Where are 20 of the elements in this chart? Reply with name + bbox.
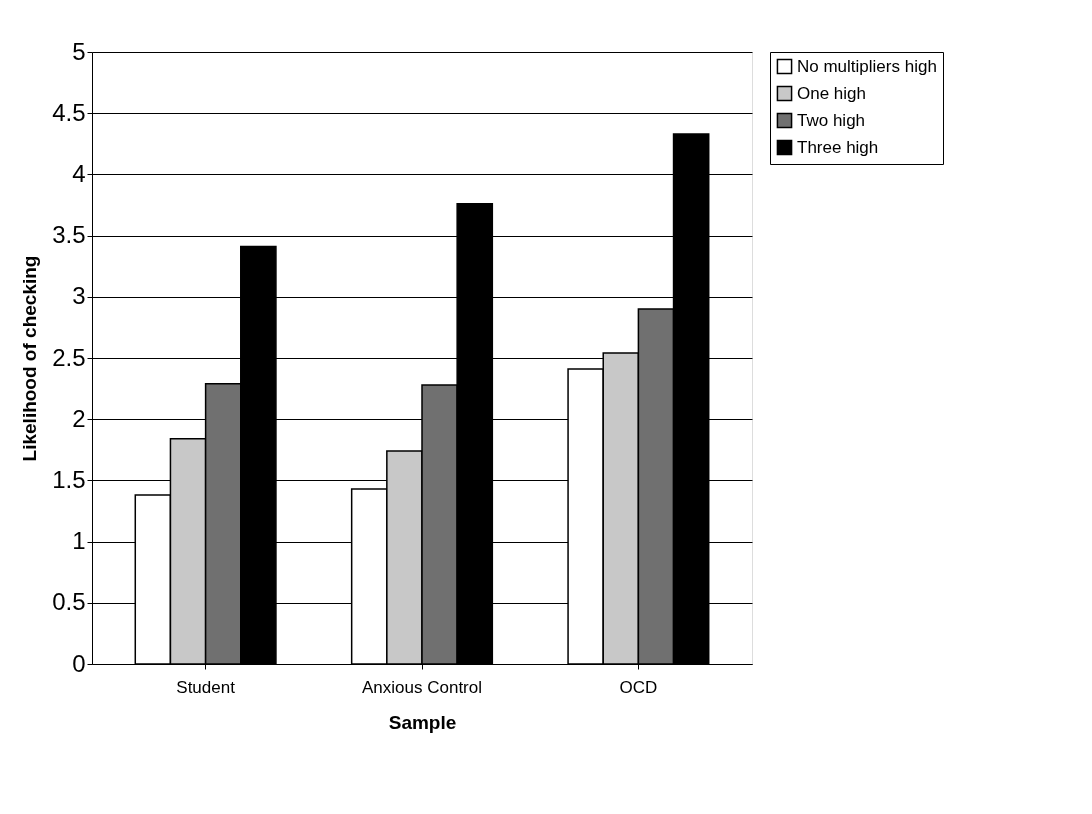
y-tick-label: 1.5 <box>52 465 86 493</box>
x-tick-label: Anxious Control <box>361 677 483 697</box>
y-tick-label: 4.5 <box>52 98 86 126</box>
legend-label: Two high <box>797 110 866 130</box>
y-tick-label: 2 <box>72 404 86 432</box>
y-tick-label: 2.5 <box>52 343 86 371</box>
y-tick-label: 4 <box>72 159 86 187</box>
x-axis-title: Sample <box>388 711 457 733</box>
x-tick-label: Student <box>176 677 236 697</box>
y-tick-label: 0 <box>72 649 86 677</box>
y-tick-label: 0.5 <box>52 588 86 616</box>
y-axis-title: Likelihood of checking <box>19 255 41 462</box>
y-tick-label: 3.5 <box>52 221 86 249</box>
y-tick-label: 3 <box>72 282 86 310</box>
legend-label: One high <box>797 83 866 103</box>
x-tick-label: OCD <box>619 677 658 697</box>
y-tick-label: 5 <box>72 37 86 65</box>
legend-label: Three high <box>797 137 879 157</box>
y-tick-label: 1 <box>72 527 86 555</box>
legend-label: No multipliers high <box>797 56 937 76</box>
